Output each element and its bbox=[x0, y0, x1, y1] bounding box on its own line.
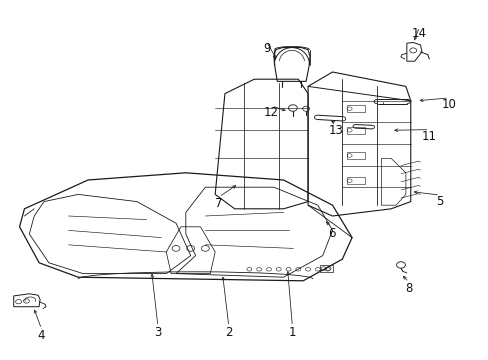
Text: 8: 8 bbox=[404, 282, 412, 295]
Text: 13: 13 bbox=[328, 124, 343, 137]
Text: 1: 1 bbox=[288, 327, 296, 339]
Text: 14: 14 bbox=[411, 27, 426, 40]
Bar bbox=[346, 152, 364, 159]
Text: 5: 5 bbox=[435, 195, 443, 208]
Text: 10: 10 bbox=[441, 98, 455, 111]
Text: 7: 7 bbox=[215, 197, 223, 210]
Text: 9: 9 bbox=[262, 42, 270, 55]
Bar bbox=[346, 127, 364, 134]
Bar bbox=[320, 265, 332, 272]
Text: 11: 11 bbox=[421, 130, 436, 143]
Text: 6: 6 bbox=[327, 227, 335, 240]
Bar bbox=[346, 177, 364, 184]
Bar bbox=[346, 105, 364, 112]
Text: 4: 4 bbox=[38, 329, 45, 342]
Text: 2: 2 bbox=[224, 327, 232, 339]
Text: 3: 3 bbox=[154, 327, 162, 339]
Text: 12: 12 bbox=[264, 106, 278, 119]
